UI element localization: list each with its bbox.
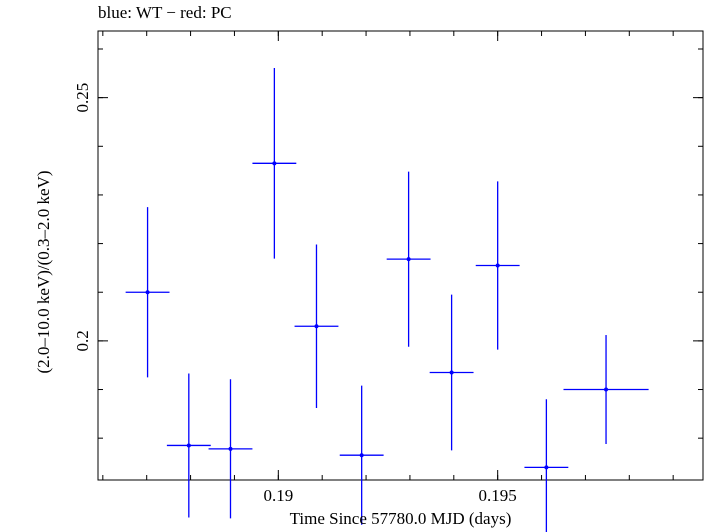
data-point bbox=[314, 324, 319, 329]
data-point bbox=[544, 465, 549, 470]
data-point bbox=[359, 453, 364, 458]
plot-frame bbox=[97, 30, 704, 481]
y-tick-label: 0.2 bbox=[73, 330, 92, 351]
data-point bbox=[495, 263, 500, 268]
data-point bbox=[406, 257, 411, 262]
data-point bbox=[186, 443, 191, 448]
x-axis-label: Time Since 57780.0 MJD (days) bbox=[289, 509, 512, 528]
x-tick-label: 0.19 bbox=[263, 486, 293, 505]
chart-title: blue: WT − red: PC bbox=[98, 3, 232, 22]
data-point bbox=[449, 370, 454, 375]
data-point bbox=[228, 446, 233, 451]
data-point bbox=[145, 290, 150, 295]
y-tick-label: 0.25 bbox=[73, 83, 92, 113]
data-point bbox=[272, 161, 277, 166]
x-tick-label: 0.195 bbox=[479, 486, 517, 505]
data-point bbox=[604, 387, 609, 392]
y-axis-label: (2.0–10.0 keV)/(0.3–2.0 keV) bbox=[34, 170, 53, 374]
